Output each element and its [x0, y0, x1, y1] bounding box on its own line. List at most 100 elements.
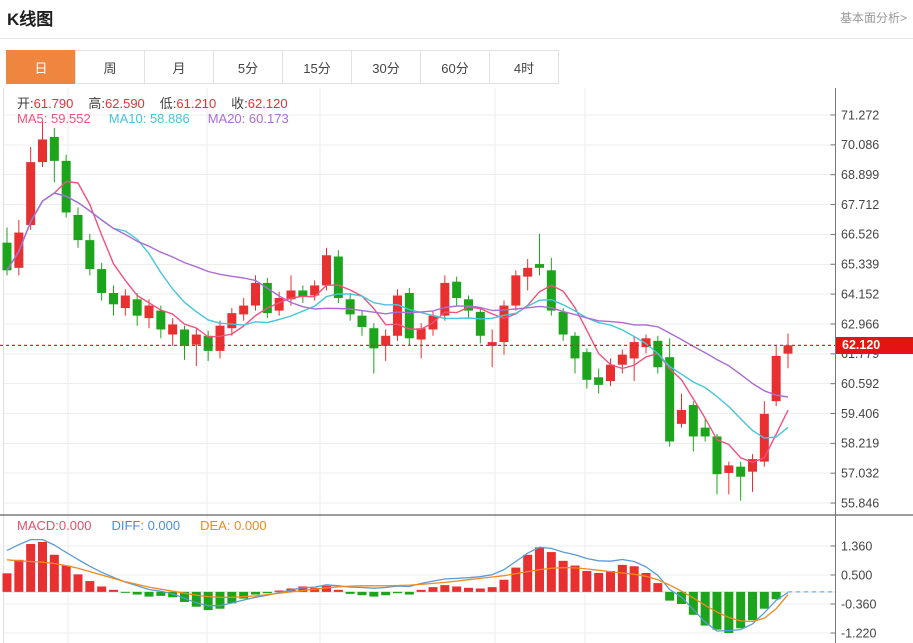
candle-body — [487, 342, 497, 346]
macd-bar — [85, 581, 95, 592]
svg-text:64.152: 64.152 — [841, 287, 879, 301]
macd-bar — [2, 573, 12, 592]
tab-period-1[interactable]: 周 — [75, 50, 145, 84]
candle-body — [144, 305, 154, 319]
macd-bar — [641, 572, 651, 592]
candle-body — [73, 214, 83, 241]
macd-bar — [499, 579, 509, 592]
candle-body — [724, 465, 734, 473]
grid-layer — [3, 88, 835, 643]
candle-body — [393, 295, 402, 336]
macd-bar — [748, 591, 757, 621]
candle-body — [322, 255, 331, 286]
svg-text:71.272: 71.272 — [841, 108, 879, 122]
svg-text:-1.220: -1.220 — [841, 626, 876, 640]
tab-period-2[interactable]: 月 — [144, 50, 214, 84]
macd-bar — [345, 591, 355, 594]
ma20-value: 60.173 — [248, 111, 289, 126]
candle-body — [688, 404, 698, 437]
svg-text:66.526: 66.526 — [841, 228, 879, 242]
fundamental-analysis-link[interactable]: 基本面分析> — [839, 11, 907, 25]
candle-body — [97, 269, 107, 293]
ma5-value: 59.552 — [50, 111, 91, 126]
macd-bar — [274, 590, 284, 592]
macd-bar — [475, 588, 485, 592]
candle-body — [511, 275, 521, 306]
candle-body — [26, 162, 36, 226]
macd-bar — [653, 583, 663, 592]
tab-period-7[interactable]: 4时 — [489, 50, 559, 84]
macd-bar — [771, 591, 781, 600]
candle-body — [215, 325, 225, 351]
candle-body — [523, 267, 533, 277]
candle-body — [369, 328, 379, 349]
candle-body — [168, 324, 178, 335]
svg-text:55.846: 55.846 — [841, 496, 879, 510]
macd-bar — [156, 591, 166, 596]
svg-text:68.899: 68.899 — [841, 168, 879, 182]
macd-bar — [440, 585, 450, 592]
diff-label: DIFF: — [111, 518, 144, 533]
dea-value: 0.000 — [234, 518, 267, 533]
candle-body — [416, 328, 426, 340]
macd-bar — [357, 591, 367, 596]
header-divider — [0, 38, 913, 39]
candle-body — [594, 377, 604, 385]
candle-body — [736, 466, 746, 477]
macd-bar — [523, 554, 533, 592]
candle-body — [61, 160, 71, 213]
dea-line — [6, 559, 789, 623]
tab-period-0[interactable]: 日 — [6, 50, 76, 84]
open-value: 61.790 — [33, 96, 74, 111]
candle-body — [665, 357, 675, 442]
macd-bar — [215, 591, 225, 609]
candle-body — [641, 338, 651, 348]
macd-bar — [724, 591, 734, 633]
candle-body — [191, 334, 201, 345]
macd-bar — [617, 564, 627, 592]
macd-bar — [73, 574, 83, 592]
tab-period-5[interactable]: 30分 — [351, 50, 421, 84]
macd-bar — [606, 570, 615, 592]
macd-bar — [404, 591, 414, 595]
high-value: 62.590 — [105, 96, 145, 111]
macd-bar — [665, 591, 675, 601]
candle-body — [286, 290, 296, 300]
candle-body — [499, 305, 509, 343]
macd-bar — [61, 565, 71, 592]
macd-bar — [333, 589, 343, 592]
macd-value: 0.000 — [58, 518, 92, 533]
macd-bar — [97, 586, 107, 592]
ma20-line — [6, 192, 789, 398]
candle-body — [49, 136, 59, 161]
candle-body — [203, 335, 213, 351]
svg-text:60.592: 60.592 — [841, 377, 879, 391]
svg-text:70.086: 70.086 — [841, 138, 879, 152]
macd-bar — [594, 572, 604, 592]
ma20-label: MA20: — [207, 111, 246, 126]
candle-body — [546, 270, 556, 311]
close-label: 收: — [231, 96, 248, 111]
candle-body — [606, 364, 615, 382]
candle-body — [404, 292, 414, 339]
macd-readout: MACD:0.000 DIFF: 0.000 DEA: 0.000 — [17, 518, 287, 533]
tab-period-3[interactable]: 5分 — [213, 50, 283, 84]
candle-body — [570, 335, 580, 359]
candle-body — [771, 355, 781, 402]
macd-bar — [428, 587, 438, 592]
macd-bar — [582, 570, 592, 592]
macd-bar — [239, 591, 249, 599]
macd-bar — [759, 591, 769, 609]
svg-text:-0.360: -0.360 — [841, 597, 876, 611]
macd-bar — [700, 591, 710, 626]
candle-body — [2, 242, 12, 271]
tab-period-4[interactable]: 15分 — [282, 50, 352, 84]
candle-body — [475, 311, 485, 336]
macd-bar — [393, 591, 402, 594]
candle-body — [298, 290, 308, 297]
candle-body — [120, 295, 130, 309]
diff-value: 0.000 — [147, 518, 181, 533]
tab-period-6[interactable]: 60分 — [420, 50, 490, 84]
